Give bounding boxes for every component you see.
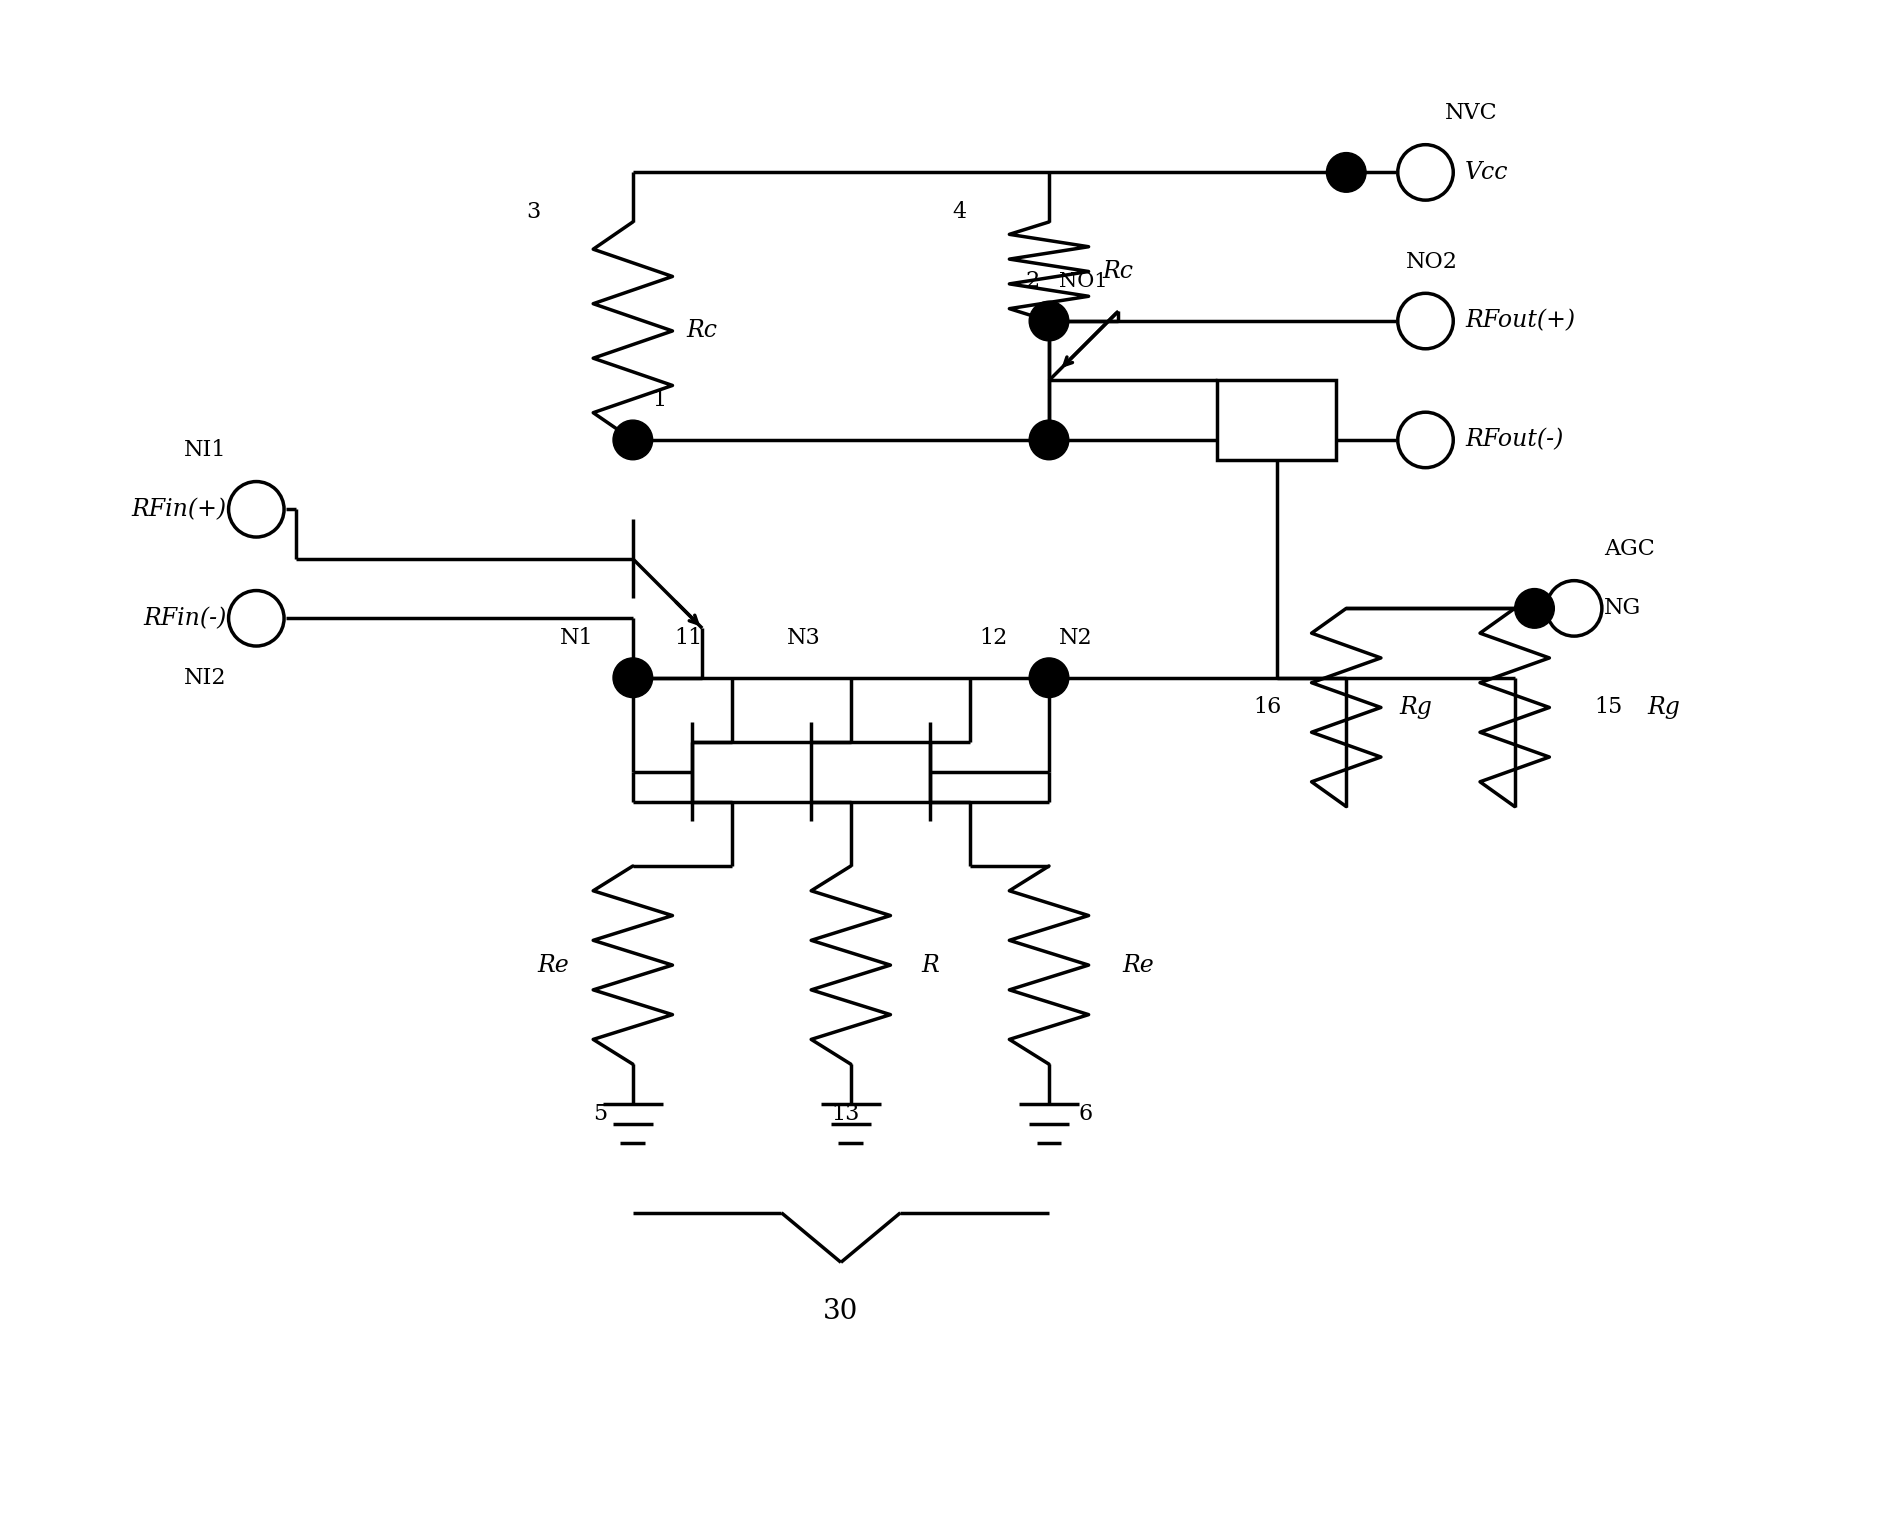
Circle shape: [1327, 153, 1367, 193]
Text: Rc: Rc: [1104, 259, 1134, 284]
Text: 3: 3: [526, 202, 541, 223]
Text: Re: Re: [538, 954, 570, 977]
Text: Re: Re: [1122, 954, 1154, 977]
Bar: [1218, 381, 1337, 460]
Circle shape: [1397, 293, 1453, 349]
Text: NO1: NO1: [1058, 272, 1107, 291]
Circle shape: [613, 420, 652, 460]
Text: N2: N2: [1058, 627, 1092, 649]
Text: NO2: NO2: [1406, 250, 1457, 273]
Text: 11: 11: [673, 627, 703, 649]
Text: NI2: NI2: [184, 667, 227, 689]
Text: Rc: Rc: [686, 320, 718, 343]
Circle shape: [1028, 302, 1070, 341]
Text: N1: N1: [560, 627, 594, 649]
Text: RFout(-): RFout(-): [1465, 428, 1564, 452]
Text: N3: N3: [788, 627, 822, 649]
Text: 5: 5: [594, 1103, 607, 1124]
Text: 12: 12: [979, 627, 1008, 649]
Text: RFin(-): RFin(-): [143, 607, 227, 630]
Text: 15: 15: [1594, 696, 1622, 719]
Circle shape: [1028, 420, 1070, 460]
Text: NG: NG: [1604, 598, 1641, 619]
Text: NVC: NVC: [1446, 102, 1498, 124]
Circle shape: [229, 481, 284, 537]
Text: RFin(+): RFin(+): [132, 498, 227, 520]
Text: AGC: AGC: [1604, 539, 1654, 560]
Text: RFout(+): RFout(+): [1465, 309, 1575, 332]
Text: 1: 1: [652, 390, 667, 411]
Circle shape: [1028, 658, 1070, 698]
Text: 4: 4: [953, 202, 966, 223]
Circle shape: [1397, 144, 1453, 200]
Text: 30: 30: [823, 1299, 859, 1326]
Text: 13: 13: [831, 1103, 859, 1124]
Text: Rg: Rg: [1399, 696, 1433, 719]
Text: Rg: Rg: [1647, 696, 1679, 719]
Text: NI1: NI1: [184, 438, 227, 461]
Circle shape: [1515, 589, 1555, 628]
Text: 6: 6: [1079, 1103, 1092, 1124]
Text: 2: 2: [1025, 270, 1040, 293]
Circle shape: [1397, 413, 1453, 467]
Circle shape: [613, 658, 652, 698]
Text: 16: 16: [1252, 696, 1280, 719]
Circle shape: [229, 590, 284, 646]
Text: Vcc: Vcc: [1465, 161, 1508, 184]
Text: R: R: [921, 954, 938, 977]
Circle shape: [1547, 581, 1602, 636]
